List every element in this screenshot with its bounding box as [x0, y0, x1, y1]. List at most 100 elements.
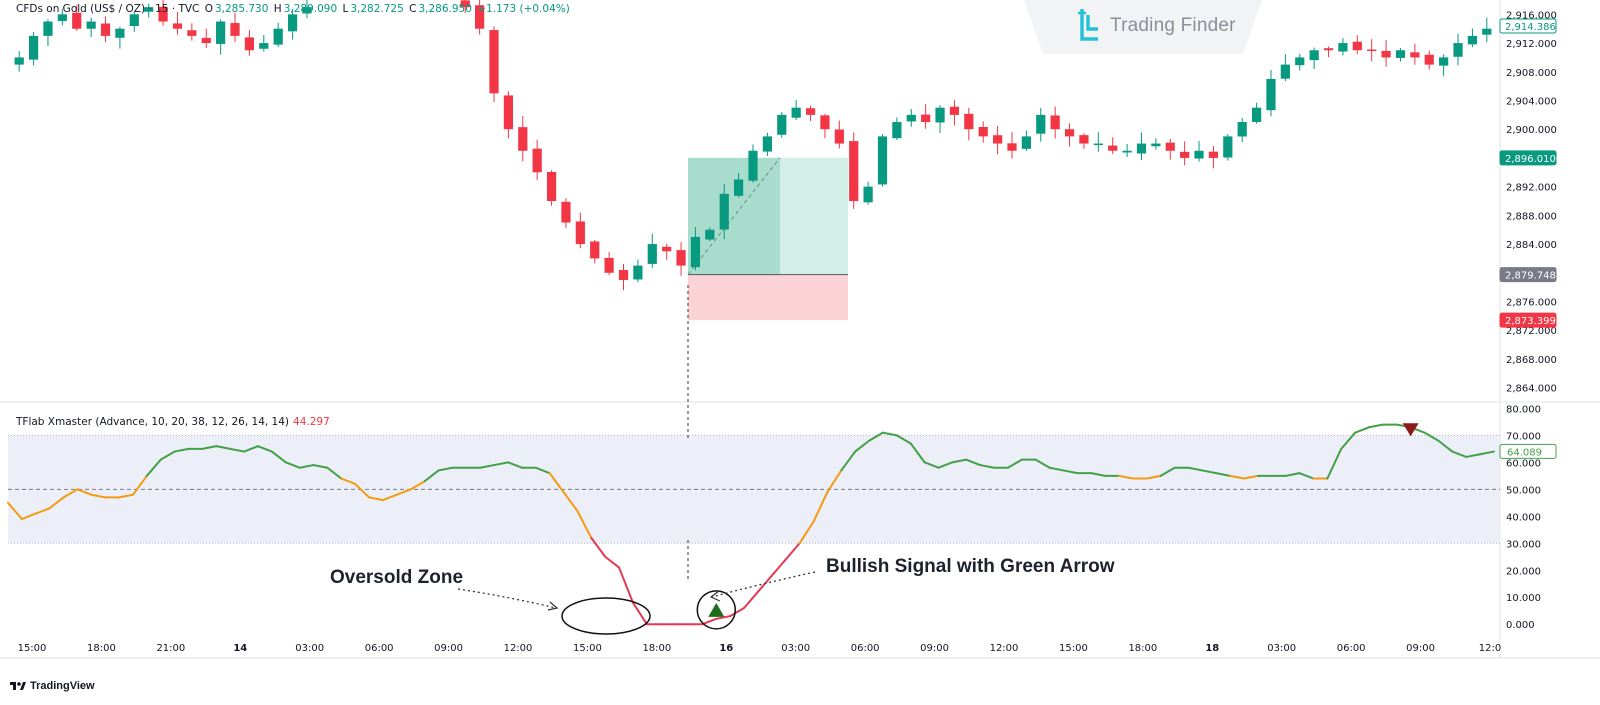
change-value: +1.173 (+0.04%) — [477, 3, 570, 15]
indicator-line-segment — [159, 450, 176, 461]
candle-body — [1021, 136, 1031, 149]
indicator-line-segment — [826, 469, 843, 494]
candle-body — [1180, 151, 1190, 158]
candle — [1079, 133, 1089, 149]
time-tick-label: 14 — [233, 643, 247, 654]
indicator-line-segment — [1090, 472, 1107, 477]
indicator-line-segment — [201, 445, 218, 450]
indicator-line-segment — [409, 480, 426, 491]
price-tick-label: 2,888.000 — [1506, 211, 1557, 222]
candle — [1180, 141, 1190, 166]
candle-body — [1410, 52, 1420, 58]
candle-body — [1309, 50, 1319, 61]
candle — [1439, 54, 1449, 77]
candle — [561, 198, 571, 228]
candle — [1021, 130, 1031, 152]
candle — [1352, 35, 1362, 54]
candle — [1050, 106, 1060, 139]
candle-body — [805, 108, 816, 115]
time-tick-label: 18 — [1205, 643, 1219, 654]
candle — [604, 252, 614, 276]
time-tick-label: 21:00 — [156, 643, 185, 654]
candle — [201, 28, 211, 49]
indicator-line-segment — [979, 464, 996, 469]
candle — [734, 173, 744, 198]
candle — [14, 51, 24, 72]
candle-body — [1036, 114, 1046, 134]
candle-body — [992, 135, 1003, 144]
candle-body — [590, 241, 600, 259]
candle — [144, 3, 154, 18]
indicator-line-segment — [1298, 472, 1315, 480]
indicator-line-segment — [1354, 426, 1371, 434]
ohlc-values: O 3,285.730 H 3,289.090 L 3,282.725 C 3,286.… — [204, 3, 570, 15]
indicator-tick-label: 50.000 — [1506, 485, 1541, 496]
indicator-line-segment — [7, 501, 23, 520]
candle-body — [719, 193, 729, 230]
candle — [86, 17, 96, 37]
indicator-line-segment — [1006, 458, 1023, 469]
candle — [1223, 134, 1233, 161]
candle-body — [1151, 143, 1161, 147]
indicator-line-segment — [576, 509, 593, 539]
time-tick-label: 18:00 — [87, 643, 116, 654]
candle — [863, 181, 873, 205]
candle — [1395, 47, 1406, 62]
candle — [273, 22, 283, 47]
candle — [921, 104, 931, 129]
indicator-title[interactable]: TFlab Xmaster (Advance, 10, 20, 38, 12, … — [16, 416, 330, 428]
candle — [216, 19, 226, 55]
candle-body — [1323, 48, 1334, 51]
candle — [1309, 47, 1319, 69]
indicator-tick-label: 60.000 — [1506, 458, 1541, 469]
candle-body — [230, 23, 240, 36]
candle-body — [518, 127, 528, 151]
candle-body — [1338, 43, 1348, 52]
bearish-arrow-icon — [1402, 423, 1419, 437]
price-tick-label: 2,884.000 — [1506, 240, 1557, 251]
candle — [57, 8, 67, 26]
indicator-line-segment — [131, 474, 148, 496]
candle-body — [129, 14, 139, 27]
candle — [115, 26, 125, 49]
indicator-line-segment — [368, 496, 384, 502]
candle — [964, 107, 974, 141]
time-tick-label: 15:00 — [1059, 643, 1088, 654]
symbol-name[interactable]: CFDs on Gold (US$ / OZ) · 15 · TVC — [16, 3, 200, 15]
candle — [158, 0, 168, 26]
candle — [1338, 38, 1348, 56]
indicator-line-segment — [715, 615, 732, 620]
indicator-tick-label: 70.000 — [1506, 431, 1541, 442]
candle-body — [1050, 115, 1060, 130]
tradingview-logo[interactable]: TradingView — [10, 680, 95, 692]
candle — [1453, 33, 1463, 66]
candle-body — [1079, 135, 1089, 144]
candle — [978, 121, 988, 143]
candle-body — [158, 6, 168, 22]
candle — [1295, 53, 1305, 71]
time-tick-label: 15:00 — [573, 643, 602, 654]
indicator-badge: 64.089 — [1499, 443, 1557, 459]
time-tick-label: 12:00 — [990, 643, 1019, 654]
candle-body — [618, 269, 629, 280]
price-tick-label: 2,908.000 — [1506, 68, 1557, 79]
stop-loss-zone — [688, 274, 848, 321]
candle — [1007, 131, 1017, 159]
high-value: 3,289.090 — [283, 3, 338, 15]
time-tick-label: 09:00 — [434, 643, 463, 654]
candle-body — [906, 114, 916, 122]
candle — [690, 227, 701, 271]
candle-body — [604, 257, 614, 273]
indicator-line-segment — [854, 439, 871, 453]
indicator-line-segment — [215, 445, 232, 450]
indicator-line-segment — [1465, 453, 1482, 458]
candle — [302, 0, 312, 19]
candle-body — [1093, 143, 1103, 146]
candle-body — [705, 229, 715, 240]
indicator-line-segment — [173, 447, 190, 453]
candle — [1482, 17, 1492, 43]
price-badge: 2,879.748 — [1499, 267, 1557, 283]
indicator-line-segment — [1215, 472, 1232, 477]
